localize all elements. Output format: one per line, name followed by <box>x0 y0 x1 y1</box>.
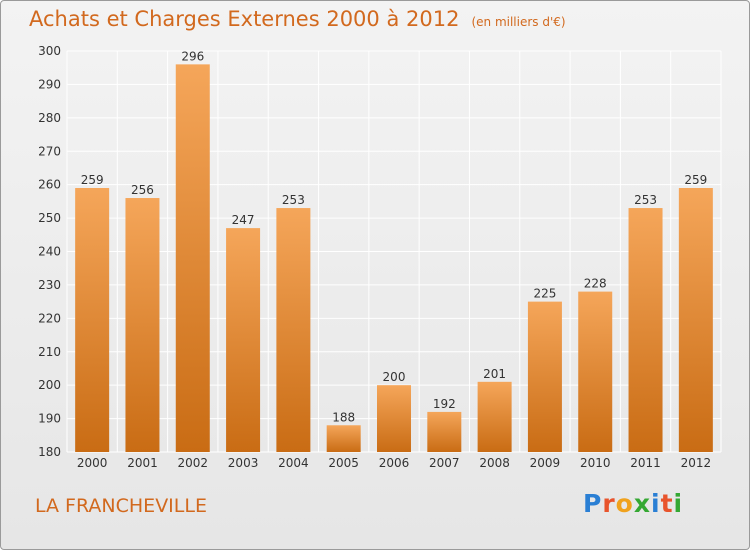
bar-2009 <box>527 301 562 452</box>
bar-2008 <box>477 381 512 452</box>
bar-2001 <box>125 198 160 452</box>
bar-value-label: 253 <box>634 193 657 207</box>
x-tick-label: 2000 <box>77 456 108 470</box>
bar-2007 <box>427 411 462 452</box>
x-tick-label: 2012 <box>681 456 712 470</box>
y-axis-tick-labels: 180 190 200 210 220 230 240 250 260 270 280 290 300 <box>38 44 61 459</box>
x-axis-tick-labels: 2000 2001 2002 2003 2004 2005 2006 2007 2008 2009… <box>77 456 711 470</box>
chart-unit-label: (en milliers d'€) <box>471 15 566 29</box>
y-tick-label: 250 <box>38 211 61 225</box>
x-tick-label: 2006 <box>379 456 410 470</box>
bar-2003 <box>226 228 261 452</box>
bar-value-label: 225 <box>533 287 556 301</box>
logo-letter: t <box>660 489 674 518</box>
bar-2006 <box>377 385 411 452</box>
bar-value-label: 247 <box>232 213 255 227</box>
y-tick-label: 270 <box>38 144 61 158</box>
x-tick-label: 2004 <box>278 456 309 470</box>
x-tick-label: 2009 <box>530 456 561 470</box>
x-tick-label: 2002 <box>177 456 208 470</box>
bar-value-label: 259 <box>684 173 707 187</box>
bar-2000 <box>75 188 110 452</box>
x-tick-label: 2008 <box>479 456 510 470</box>
logo-letter: i <box>673 489 684 518</box>
logo-letter: P <box>583 489 603 518</box>
proxiti-logo: Proxiti <box>583 489 683 518</box>
logo-letter: x <box>633 489 651 518</box>
y-tick-label: 220 <box>38 311 61 325</box>
x-tick-label: 2010 <box>580 456 611 470</box>
bar-value-label: 188 <box>332 410 355 424</box>
bar-2002 <box>175 64 210 452</box>
y-tick-label: 180 <box>38 445 61 459</box>
bar-value-label: 259 <box>81 173 104 187</box>
logo-letter: i <box>651 489 661 518</box>
x-tick-label: 2007 <box>429 456 460 470</box>
bar-value-label: 253 <box>282 193 305 207</box>
y-tick-label: 240 <box>38 245 61 259</box>
commune-name: LA FRANCHEVILLE <box>35 495 207 517</box>
y-tick-label: 190 <box>38 412 61 426</box>
bar-2011 <box>628 208 663 452</box>
y-tick-label: 300 <box>38 44 61 58</box>
chart-title: Achats et Charges Externes 2000 à 2012 (e… <box>29 7 566 31</box>
bar-2010 <box>578 291 613 452</box>
bar-value-label: 296 <box>181 49 204 63</box>
x-tick-label: 2011 <box>630 456 661 470</box>
bar-value-label: 201 <box>483 367 506 381</box>
y-tick-label: 260 <box>38 178 61 192</box>
bar-value-label: 200 <box>383 370 406 384</box>
bar-2004 <box>276 208 311 452</box>
x-tick-label: 2001 <box>127 456 158 470</box>
logo-letter: r <box>602 489 616 518</box>
chart-title-text: Achats et Charges Externes 2000 à 2012 <box>29 7 460 31</box>
y-tick-label: 210 <box>38 345 61 359</box>
x-tick-label: 2005 <box>328 456 359 470</box>
bar-value-labels: 259 256 296 247 253 188 200 192 201 225 228 253 259 <box>81 49 708 424</box>
x-tick-label: 2003 <box>228 456 259 470</box>
bar-value-label: 228 <box>584 277 607 291</box>
bar-value-label: 256 <box>131 183 154 197</box>
logo-letter: o <box>615 489 634 518</box>
bar-2012 <box>678 188 713 452</box>
bar-value-label: 192 <box>433 397 456 411</box>
y-tick-label: 280 <box>38 111 61 125</box>
bars <box>75 64 713 452</box>
bar-2005 <box>326 425 361 452</box>
y-tick-label: 200 <box>38 378 61 392</box>
y-tick-label: 230 <box>38 278 61 292</box>
y-tick-label: 290 <box>38 77 61 91</box>
